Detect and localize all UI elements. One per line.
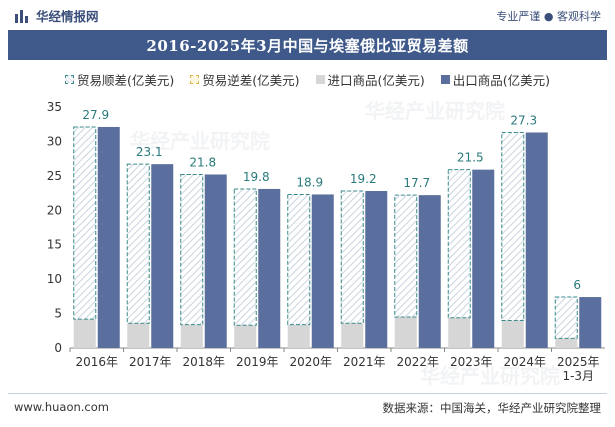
legend-label-surplus: 贸易顺差(亿美元) — [76, 73, 175, 88]
import-bar — [287, 324, 310, 348]
surplus-bar — [126, 163, 150, 324]
import-bar — [180, 324, 203, 348]
import-bar — [234, 325, 257, 348]
surplus-data-label: 6 — [573, 278, 581, 292]
surplus-bar — [73, 126, 97, 320]
footer-divider — [8, 393, 607, 394]
export-bar — [365, 191, 388, 348]
legend-swatch-import — [315, 75, 325, 84]
footer-source: 数据来源：中国海关，华经产业研究院整理 — [382, 401, 602, 415]
legend-swatch-surplus — [64, 75, 74, 84]
surplus-data-label: 17.7 — [403, 176, 430, 190]
surplus-data-label: 21.5 — [457, 151, 484, 165]
surplus-bar — [233, 188, 257, 326]
export-bar — [579, 297, 602, 348]
x-tick-label: 2019年 — [236, 355, 279, 369]
export-bar — [204, 174, 227, 348]
surplus-bar — [180, 173, 204, 326]
x-tick-label: 2021年 — [343, 355, 386, 369]
x-tick-label: 2024年 — [503, 355, 546, 369]
footer-website: www.huaon.com — [14, 400, 109, 414]
surplus-bar — [394, 194, 418, 318]
y-tick-label: 0 — [54, 341, 62, 355]
chart-title: 2016-2025年3月中国与埃塞俄比亚贸易差额 — [8, 30, 607, 60]
surplus-data-label: 27.3 — [510, 113, 537, 127]
legend-swatch-deficit — [190, 75, 200, 84]
legend-swatch-export — [440, 75, 450, 84]
export-bar — [472, 169, 495, 348]
surplus-data-label: 21.8 — [189, 155, 216, 169]
x-tick-label: 2020年 — [289, 355, 332, 369]
surplus-bar — [287, 193, 311, 326]
slogan: 专业严谨 ● 客观科学 — [496, 10, 601, 23]
legend-item-import: 进口商品(亿美元) — [315, 70, 425, 89]
top-bar: 华经情报网 专业严谨 ● 客观科学 — [0, 0, 615, 30]
brand-logo-icon — [15, 9, 28, 23]
legend-label-import: 进口商品(亿美元) — [327, 73, 425, 88]
import-bar — [501, 320, 524, 348]
surplus-data-label: 23.1 — [136, 145, 163, 159]
legend-label-deficit: 贸易逆差(亿美元) — [202, 73, 300, 88]
y-tick-label: 25 — [47, 169, 62, 183]
export-bar — [311, 194, 334, 348]
legend-label-export: 出口商品(亿美元) — [452, 73, 551, 88]
x-tick-label: 2017年 — [129, 355, 172, 369]
import-bar — [394, 317, 417, 348]
import-bar — [448, 317, 471, 348]
y-tick-label: 15 — [47, 238, 62, 252]
y-tick-label: 20 — [47, 203, 62, 217]
surplus-bar — [340, 190, 364, 324]
surplus-data-label: 19.8 — [243, 170, 270, 184]
export-bar — [258, 188, 281, 348]
y-tick-label: 10 — [47, 272, 62, 286]
import-bar — [73, 319, 96, 348]
export-bar — [418, 195, 441, 348]
legend-item-surplus: 贸易顺差(亿美元) — [64, 70, 175, 89]
x-tick-label: 2018年 — [182, 355, 225, 369]
legend-item-export: 出口商品(亿美元) — [440, 70, 551, 89]
surplus-data-label: 19.2 — [350, 172, 377, 186]
import-bar — [341, 323, 364, 348]
brand-name: 华经情报网 — [36, 9, 99, 24]
chart-legend: 贸易顺差(亿美元) 贸易逆差(亿美元) 进口商品(亿美元) 出口商品(亿美元) — [0, 70, 615, 89]
surplus-bar — [447, 169, 471, 319]
surplus-bar — [554, 296, 578, 339]
surplus-data-label: 18.9 — [296, 175, 323, 189]
x-tick-label: 2022年 — [396, 355, 439, 369]
brand: 华经情报网 — [14, 6, 99, 25]
surplus-data-label: 27.9 — [82, 108, 109, 122]
x-tick-label: 2025年 — [557, 355, 600, 369]
legend-item-deficit: 贸易逆差(亿美元) — [190, 70, 300, 89]
surplus-bar — [501, 131, 525, 321]
x-tick-label: 2016年 — [75, 355, 118, 369]
import-bar — [555, 338, 578, 348]
y-tick-label: 5 — [54, 307, 62, 321]
export-bar — [97, 126, 120, 349]
y-tick-label: 35 — [47, 100, 62, 114]
y-tick-label: 30 — [47, 134, 62, 148]
export-bar — [525, 132, 548, 348]
import-bar — [127, 323, 150, 348]
x-tick-label: 1-3月 — [562, 369, 594, 383]
export-bar — [151, 164, 174, 348]
x-tick-label: 2023年 — [450, 355, 493, 369]
